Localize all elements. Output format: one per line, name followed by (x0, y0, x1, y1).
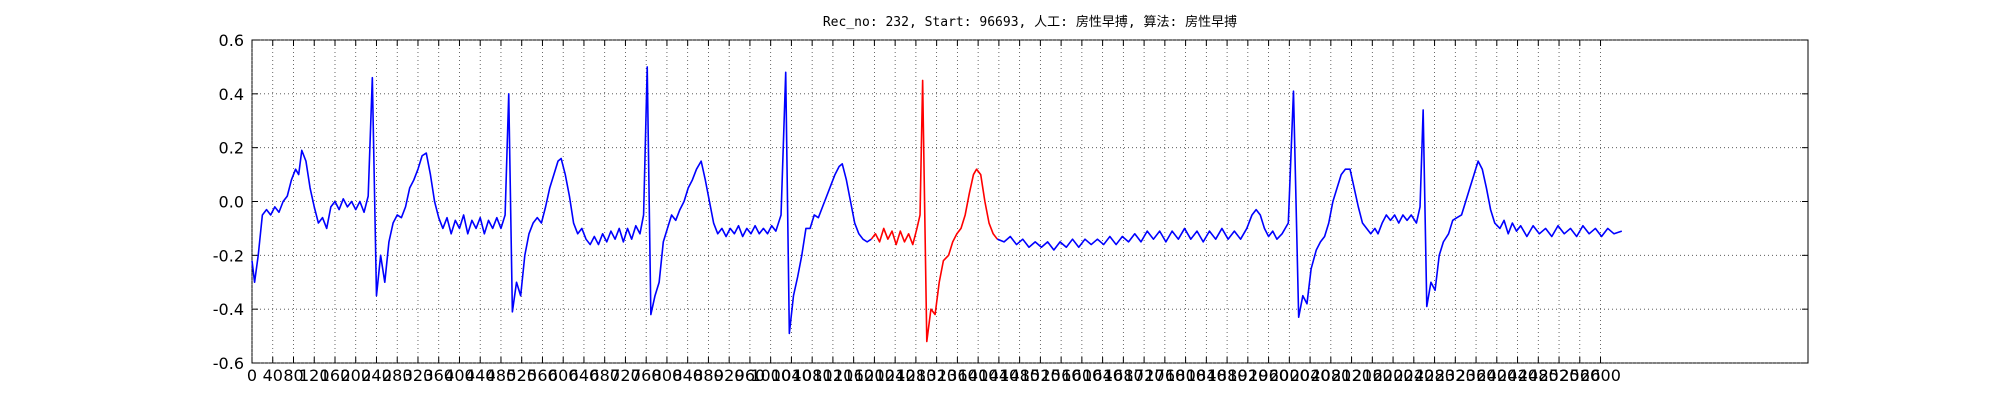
x-tick-label: 1720 (1124, 366, 1165, 385)
x-tick-label: 2360 (1456, 366, 1497, 385)
x-tick-label: 2320 (1435, 366, 1476, 385)
x-tick-label: 2600 (1580, 366, 1621, 385)
x-tick-label: 1640 (1082, 366, 1123, 385)
x-tick-label: 1080 (792, 366, 833, 385)
x-tick-label: 280 (382, 366, 413, 385)
x-tick-label: 1920 (1227, 366, 1268, 385)
x-tick-label: 80 (283, 366, 303, 385)
x-tick-label: 2120 (1331, 366, 1372, 385)
ecg-line (870, 79, 998, 343)
x-tick-label: 1400 (958, 366, 999, 385)
x-tick-label: 2560 (1559, 366, 1600, 385)
x-tick-label: 320 (403, 366, 434, 385)
x-tick-label: 120 (299, 366, 330, 385)
x-tick-label: 480 (486, 366, 517, 385)
chart-title: Rec_no: 232, Start: 96693, 人工: 房性早搏, 算法:… (823, 14, 1237, 30)
x-tick-label: 1120 (813, 366, 854, 385)
x-tick-label: 1560 (1041, 366, 1082, 385)
x-tick-label: 2080 (1310, 366, 1351, 385)
x-tick-label: 2240 (1393, 366, 1434, 385)
x-tick-label: 2160 (1352, 366, 1393, 385)
x-tick-label: 1160 (833, 366, 874, 385)
x-tick-label: 520 (506, 366, 537, 385)
x-tick-label: 760 (631, 366, 662, 385)
plot-frame (251, 39, 1809, 364)
x-tick-label: 1600 (1062, 366, 1103, 385)
y-tick-label: -0.2 (213, 246, 244, 265)
x-tick-label: 880 (693, 366, 724, 385)
x-tick-label: 240 (361, 366, 392, 385)
x-tick-label: 0 (247, 366, 257, 385)
x-tick-label: 2440 (1497, 366, 1538, 385)
x-tick-label: 960 (735, 366, 766, 385)
x-tick-label: 360 (423, 366, 454, 385)
x-tick-label: 1480 (999, 366, 1040, 385)
x-tick-label: 2000 (1269, 366, 1310, 385)
x-tick-label: 1960 (1248, 366, 1289, 385)
ecg-line (251, 66, 872, 335)
x-tick-label: 1280 (896, 366, 937, 385)
x-tick-label: 560 (527, 366, 558, 385)
x-tick-label: 1800 (1165, 366, 1206, 385)
x-tick-label: 680 (589, 366, 620, 385)
x-tick-label: 840 (672, 366, 703, 385)
y-tick-label: -0.6 (213, 354, 244, 373)
y-tick-label: 0.4 (219, 85, 244, 104)
x-tick-label: 1320 (916, 366, 957, 385)
y-tick-label: 0.0 (219, 193, 244, 212)
x-tick-label: 1440 (979, 366, 1020, 385)
x-tick-label: 400 (444, 366, 475, 385)
y-tick-label: -0.4 (213, 300, 244, 319)
x-tick-label: 160 (320, 366, 351, 385)
x-tick-label: 2480 (1518, 366, 1559, 385)
x-tick-label: 800 (652, 366, 683, 385)
x-tick-label: 720 (610, 366, 641, 385)
x-tick-label: 1680 (1103, 366, 1144, 385)
x-tick-label: 1000 (750, 366, 791, 385)
x-tick-label: 1760 (1144, 366, 1185, 385)
x-tick-label: 1520 (1020, 366, 1061, 385)
x-tick-label: 2200 (1373, 366, 1414, 385)
x-tick-label: 1200 (854, 366, 895, 385)
x-tick-label: 1040 (771, 366, 812, 385)
x-tick-label: 200 (340, 366, 371, 385)
x-tick-label: 1880 (1207, 366, 1248, 385)
x-tick-label: 920 (714, 366, 745, 385)
x-tick-label: 600 (548, 366, 579, 385)
y-tick-label: 0.6 (219, 31, 244, 50)
x-tick-label: 1240 (875, 366, 916, 385)
x-tick-label: 1360 (937, 366, 978, 385)
x-tick-label: 1840 (1186, 366, 1227, 385)
x-tick-label: 2040 (1290, 366, 1331, 385)
x-tick-label: 2280 (1414, 366, 1455, 385)
x-tick-label: 2520 (1539, 366, 1580, 385)
x-tick-label: 440 (465, 366, 496, 385)
x-tick-label: 2400 (1476, 366, 1517, 385)
ecg-line (997, 90, 1623, 319)
y-tick-label: 0.2 (219, 139, 244, 158)
x-tick-label: 640 (569, 366, 600, 385)
x-tick-label: 40 (263, 366, 283, 385)
